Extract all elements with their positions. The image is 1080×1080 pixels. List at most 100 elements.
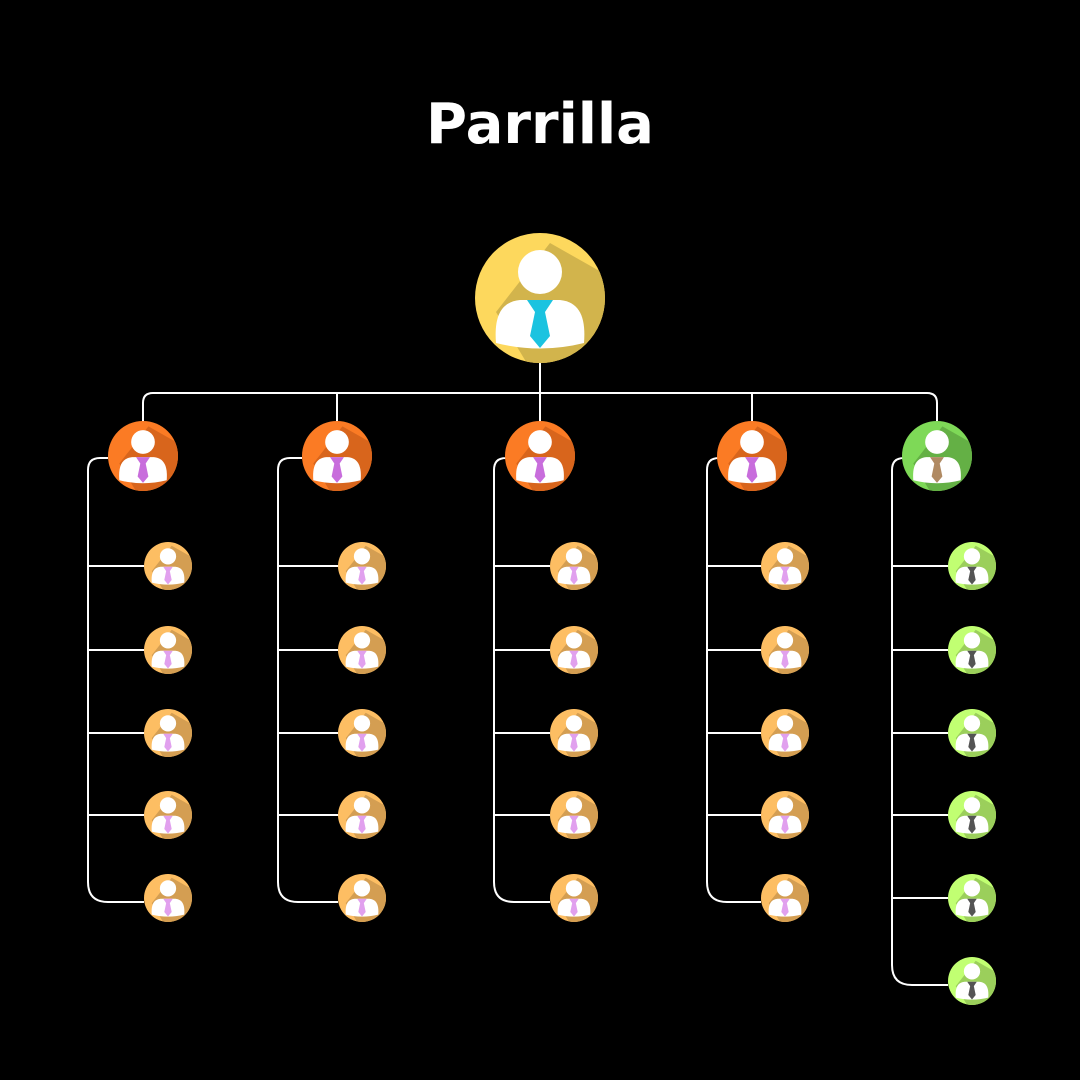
tie-icon — [163, 898, 173, 917]
tie-icon — [569, 650, 579, 669]
person-head-icon — [740, 430, 764, 454]
tie-icon — [569, 898, 579, 917]
branch-line-5 — [891, 457, 948, 986]
team-member-avatar — [761, 709, 809, 757]
tie-icon — [780, 733, 790, 752]
tie-icon — [357, 733, 367, 752]
person-head-icon — [353, 797, 371, 814]
person-head-icon — [963, 880, 981, 897]
team-member-avatar — [338, 542, 386, 590]
tie-icon — [780, 650, 790, 669]
person-head-icon — [325, 430, 349, 454]
tie-icon — [163, 815, 173, 834]
tie-icon — [780, 566, 790, 585]
root-avatar — [475, 233, 605, 363]
person-head-icon — [776, 715, 794, 732]
person-head-icon — [159, 797, 177, 814]
tie-icon — [163, 650, 173, 669]
person-head-icon — [565, 797, 583, 814]
person-head-icon — [159, 632, 177, 649]
branch-line-4 — [706, 457, 761, 903]
tie-icon — [967, 815, 977, 834]
team-member-avatar — [338, 626, 386, 674]
tie-icon — [930, 457, 944, 483]
person-head-icon — [159, 548, 177, 565]
team-member-avatar — [948, 874, 996, 922]
tie-icon — [357, 815, 367, 834]
team-member-avatar — [550, 626, 598, 674]
person-head-icon — [963, 797, 981, 814]
team-member-avatar — [550, 874, 598, 922]
team-member-avatar — [948, 791, 996, 839]
team-member-avatar — [550, 542, 598, 590]
team-member-avatar — [761, 626, 809, 674]
manager-avatar-2 — [302, 421, 372, 491]
person-head-icon — [565, 880, 583, 897]
person-head-icon — [963, 548, 981, 565]
manager-avatar-5 — [902, 421, 972, 491]
tie-icon — [136, 457, 150, 483]
person-head-icon — [159, 715, 177, 732]
person-head-icon — [353, 880, 371, 897]
tie-icon — [569, 815, 579, 834]
branch-line-3 — [493, 457, 550, 903]
tie-icon — [780, 815, 790, 834]
team-member-avatar — [338, 791, 386, 839]
team-member-avatar — [761, 874, 809, 922]
tie-icon — [569, 566, 579, 585]
team-member-avatar — [948, 626, 996, 674]
team-member-avatar — [144, 874, 192, 922]
tie-icon — [967, 566, 977, 585]
tie-icon — [569, 733, 579, 752]
tie-icon — [967, 733, 977, 752]
team-member-avatar — [948, 957, 996, 1005]
team-member-avatar — [144, 709, 192, 757]
person-head-icon — [963, 715, 981, 732]
branch-line-2 — [277, 457, 338, 903]
team-member-avatar — [761, 542, 809, 590]
manager-avatar-1 — [108, 421, 178, 491]
tie-icon — [967, 650, 977, 669]
person-head-icon — [776, 880, 794, 897]
team-member-avatar — [338, 709, 386, 757]
team-member-avatar — [761, 791, 809, 839]
tie-icon — [745, 457, 759, 483]
team-member-avatar — [948, 709, 996, 757]
tie-icon — [357, 566, 367, 585]
tie-icon — [967, 898, 977, 917]
person-head-icon — [963, 963, 981, 980]
team-member-avatar — [144, 542, 192, 590]
tie-icon — [330, 457, 344, 483]
person-head-icon — [528, 430, 552, 454]
person-head-icon — [565, 632, 583, 649]
team-member-avatar — [550, 791, 598, 839]
tie-icon — [163, 566, 173, 585]
person-head-icon — [565, 715, 583, 732]
manager-avatar-3 — [505, 421, 575, 491]
person-head-icon — [353, 548, 371, 565]
team-member-avatar — [550, 709, 598, 757]
team-member-avatar — [338, 874, 386, 922]
branch-line-1 — [87, 457, 144, 903]
person-head-icon — [565, 548, 583, 565]
tie-icon — [967, 981, 977, 1000]
chart-title: Parrilla — [426, 92, 654, 157]
tie-icon — [780, 898, 790, 917]
tie-icon — [357, 650, 367, 669]
person-head-icon — [963, 632, 981, 649]
tie-icon — [533, 457, 547, 483]
team-member-avatar — [144, 791, 192, 839]
person-head-icon — [776, 632, 794, 649]
person-head-icon — [776, 548, 794, 565]
person-head-icon — [776, 797, 794, 814]
team-member-avatar — [948, 542, 996, 590]
person-head-icon — [518, 250, 562, 294]
person-head-icon — [131, 430, 155, 454]
team-member-avatar — [144, 626, 192, 674]
tie-icon — [357, 898, 367, 917]
person-head-icon — [353, 715, 371, 732]
manager-avatar-4 — [717, 421, 787, 491]
tie-icon — [527, 300, 553, 348]
person-head-icon — [925, 430, 949, 454]
